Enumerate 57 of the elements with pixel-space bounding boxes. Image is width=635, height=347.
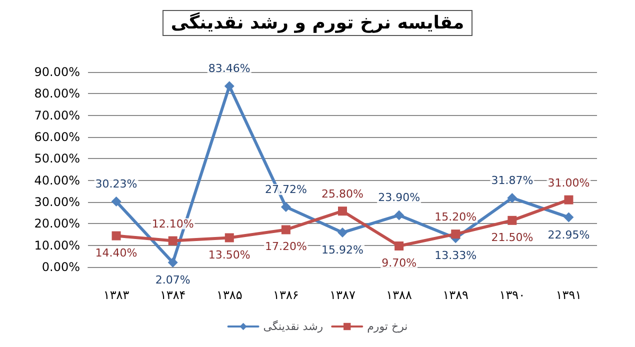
data-label: 12.10%	[152, 217, 194, 230]
y-tick-label: 90.00%	[34, 65, 80, 79]
point	[508, 216, 517, 225]
point	[394, 241, 404, 250]
data-label: 15.92%	[322, 244, 364, 257]
data-label: 9.70%	[382, 256, 417, 270]
legend-label: نرخ تورم	[367, 320, 408, 333]
y-tick-label: 70.00%	[34, 108, 80, 122]
data-label: 2.07%	[155, 274, 190, 287]
x-tick-label: ۱۳۹۰	[499, 288, 526, 302]
data-label: 25.80%	[322, 188, 364, 201]
y-tick-label: 30.00%	[34, 195, 80, 209]
y-tick-label: 60.00%	[34, 130, 80, 144]
data-label: 21.50%	[491, 230, 534, 244]
data-label: 15.20%	[434, 210, 477, 224]
point	[338, 228, 348, 238]
legend-label: رشد نقدینگی	[263, 320, 324, 333]
point	[394, 210, 404, 220]
y-tick-label: 40.00%	[34, 173, 80, 188]
x-tick-label: ۱۳۸۴	[160, 288, 186, 302]
data-label: 14.40%	[95, 246, 138, 260]
x-tick-label: ۱۳۸۳	[103, 288, 130, 302]
data-label: 13.33%	[434, 249, 477, 262]
point	[111, 196, 122, 206]
data-label: 22.95%	[548, 228, 590, 242]
y-tick-label: 10.00%	[34, 238, 80, 252]
data-label: 23.90%	[378, 191, 420, 204]
x-tick-label: ۱۳۸۸	[386, 288, 412, 302]
point	[564, 195, 574, 204]
data-label: 13.50%	[208, 248, 250, 262]
data-label: 30.23%	[95, 178, 138, 190]
y-tick-label: 80.00%	[34, 86, 80, 101]
point	[168, 236, 178, 246]
point	[168, 258, 178, 268]
x-tick-label: ۱۳۸۶	[273, 288, 299, 302]
y-tick-label: 50.00%	[34, 152, 80, 166]
point	[451, 230, 460, 239]
point	[280, 202, 291, 212]
point	[338, 206, 347, 216]
data-label: 17.20%	[264, 240, 307, 254]
x-tick-label: ۱۳۸۷	[330, 288, 356, 302]
data-label: 31.87%	[491, 174, 534, 187]
point	[507, 192, 518, 203]
point	[281, 225, 290, 234]
point	[112, 231, 121, 240]
y-tick-label: 20.00%	[34, 216, 80, 231]
data-label: 31.00%	[548, 176, 590, 190]
point	[224, 81, 234, 92]
x-tick-label: ۱۳۹۱	[556, 288, 582, 302]
point	[224, 233, 234, 242]
chart-title: مقایسه نرخ تورم و رشد نقدینگی	[170, 12, 464, 34]
data-label: 27.72%	[264, 182, 307, 196]
x-tick-label: ۱۳۸۵	[216, 288, 242, 302]
x-tick-label: ۱۳۸۹	[442, 288, 468, 302]
point	[564, 212, 574, 222]
y-tick-label: 0.00%	[42, 260, 80, 274]
data-label: 83.46%	[208, 62, 250, 76]
